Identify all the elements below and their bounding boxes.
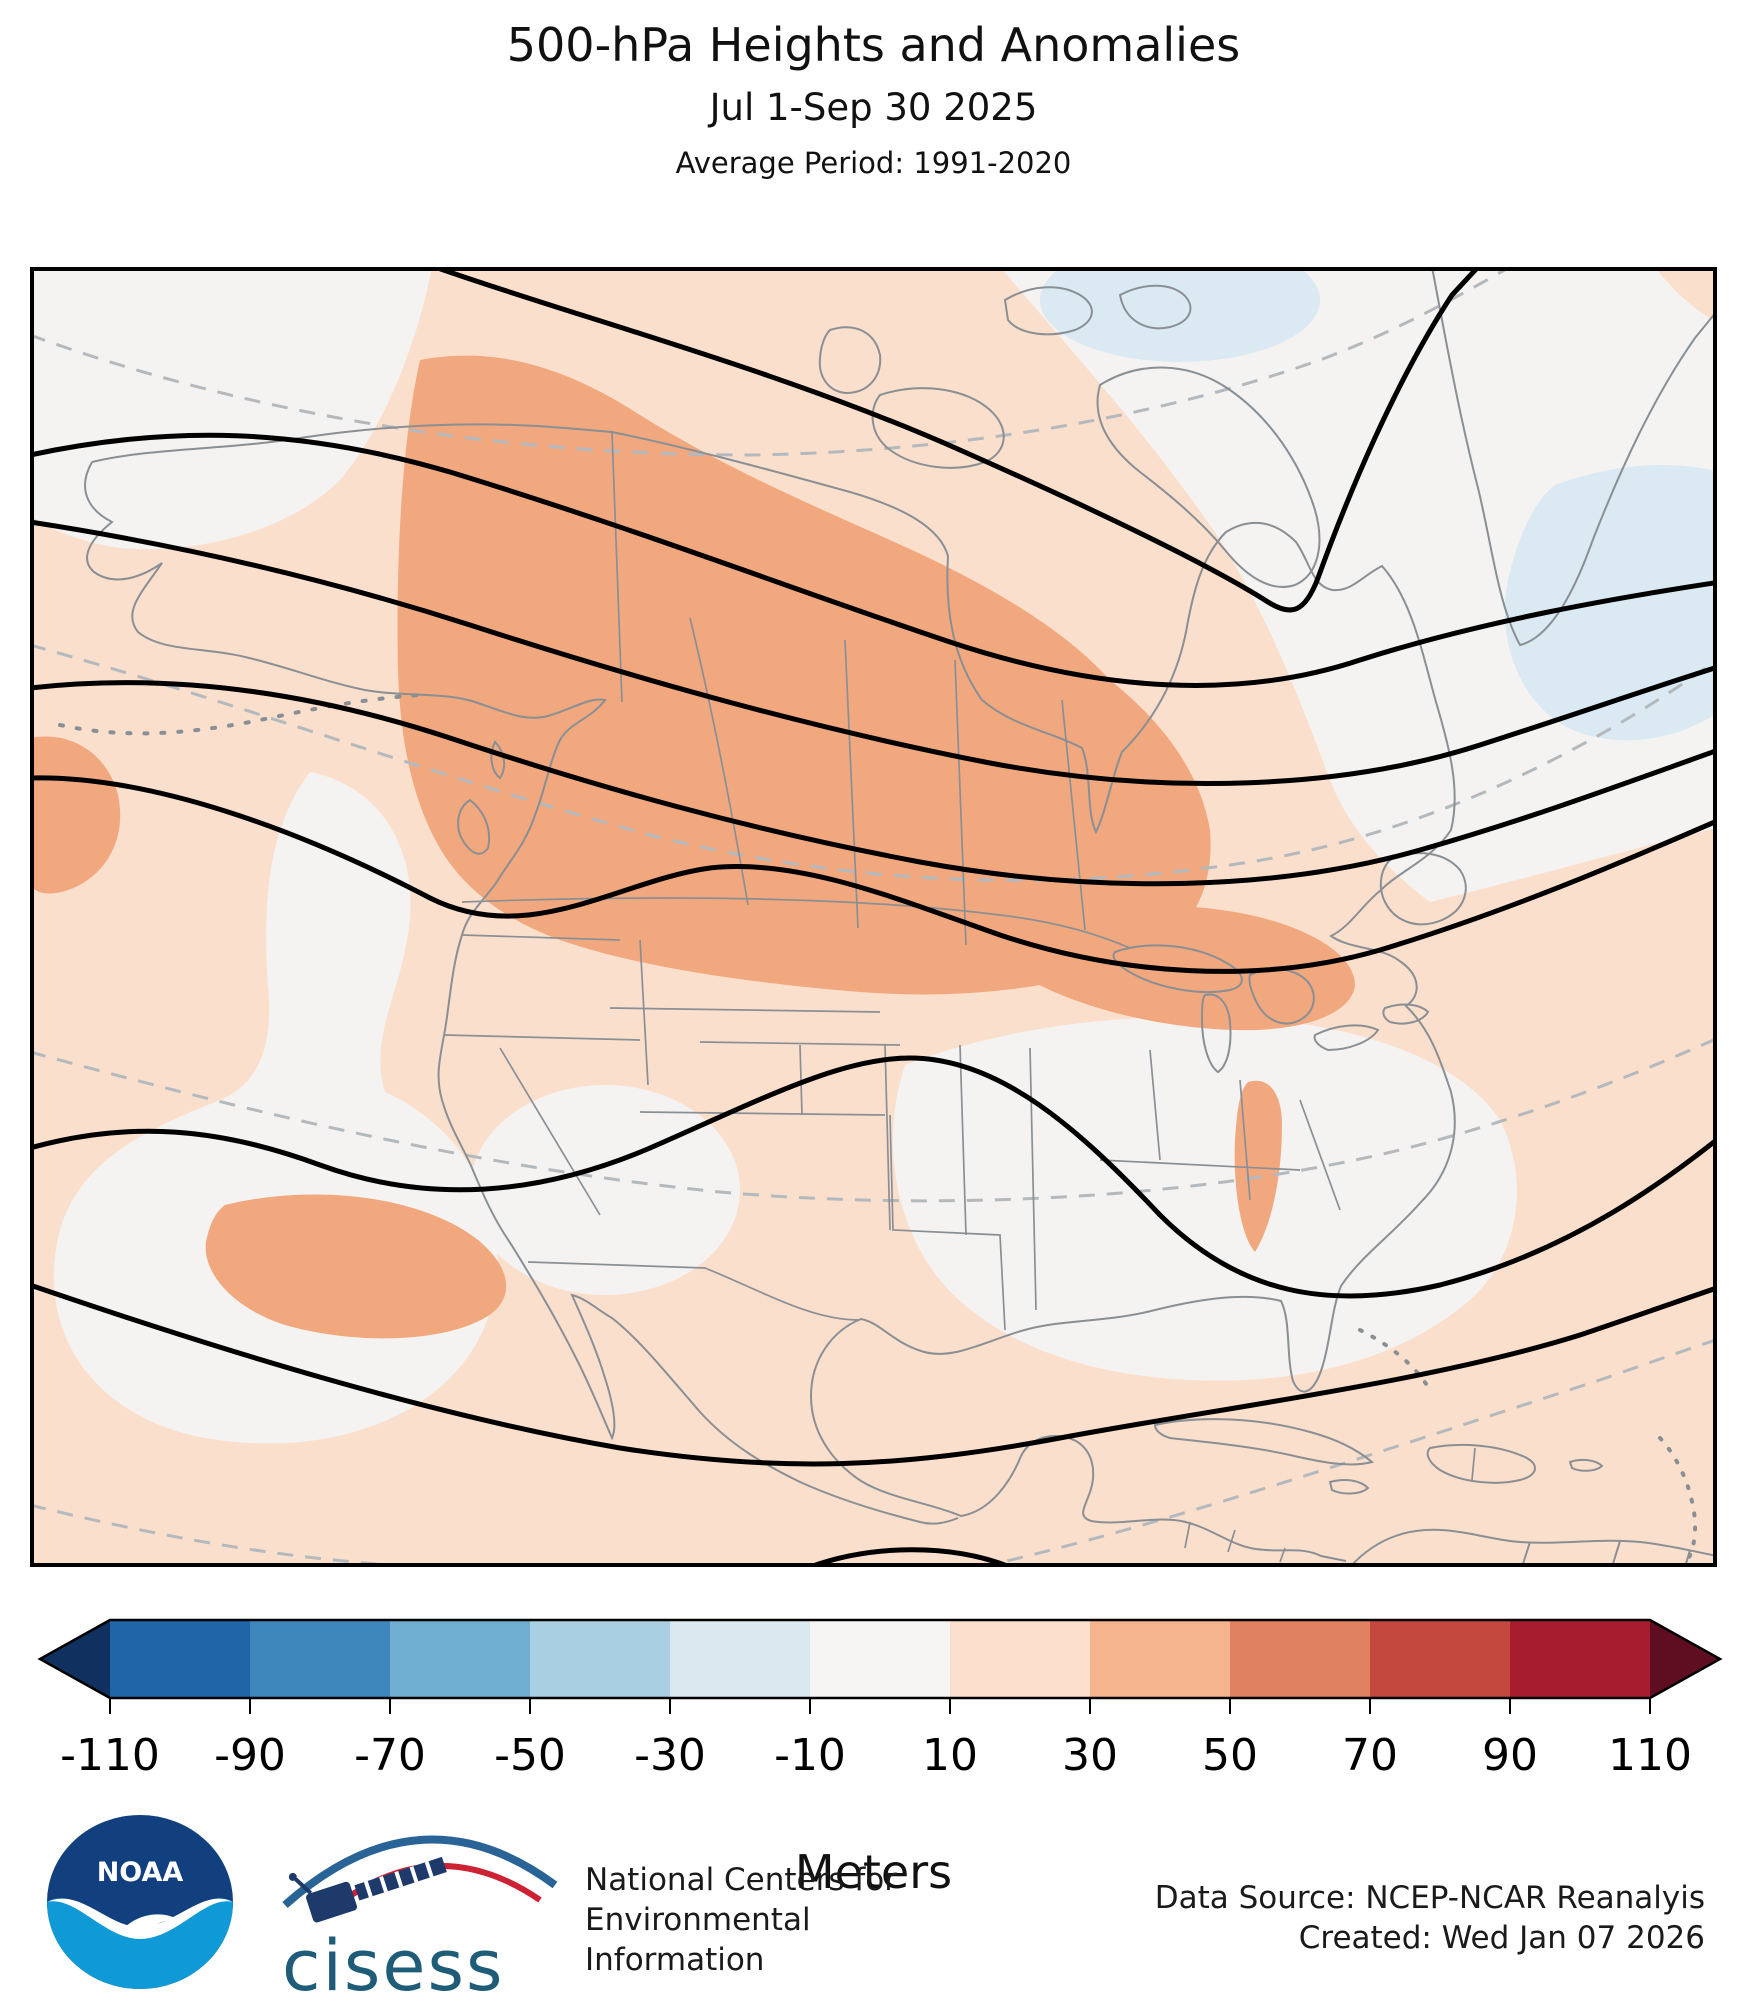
cisess-logo: cisess bbox=[250, 1800, 570, 2000]
colorbar-ticks bbox=[109, 1698, 1651, 1714]
colorbar-tick-label: -30 bbox=[634, 1730, 706, 1781]
cisess-blue-arc-icon bbox=[282, 1835, 558, 1908]
average-period-label: Average Period: 1991-2020 bbox=[675, 146, 1072, 180]
colorbar-tick-label: -90 bbox=[214, 1730, 286, 1781]
colorbar-canvas: -110 -90 -70 -50 -30 -10 10 30 50 70 90 110 bbox=[37, 1618, 1723, 1781]
colorbar-arrow-left bbox=[40, 1620, 110, 1698]
south-america-coast bbox=[1349, 1528, 1717, 1567]
great-lakes bbox=[1112, 944, 1243, 993]
colorbar-tick-label: -70 bbox=[354, 1730, 426, 1781]
colorbar-tick-label: -110 bbox=[60, 1730, 160, 1781]
coastlines bbox=[84, 267, 1717, 1567]
positive-anomaly-regions bbox=[30, 355, 1355, 1339]
colorbar-arrow-right bbox=[1650, 1620, 1720, 1698]
anomaly-map bbox=[30, 267, 1717, 1567]
colorbar-tick-label: 50 bbox=[1202, 1730, 1258, 1781]
map-canvas bbox=[30, 267, 1717, 1567]
map-frame bbox=[30, 267, 1717, 1567]
greenland-coast bbox=[1431, 267, 1717, 647]
colorbar-cell bbox=[670, 1620, 811, 1698]
colorbar-cell bbox=[950, 1620, 1091, 1698]
source-text-block: Data Source: NCEP-NCAR Reanalyis Created… bbox=[1155, 1878, 1705, 1958]
colorbar-tick-label: 90 bbox=[1482, 1730, 1538, 1781]
colorbar-tick-label: 110 bbox=[1608, 1730, 1692, 1781]
colorbar-cell bbox=[1370, 1620, 1511, 1698]
colorbar-cell bbox=[810, 1620, 951, 1698]
ncei-line: Information bbox=[585, 1942, 765, 1978]
ncei-line: Environmental bbox=[585, 1902, 811, 1938]
colorbar-unit-label: Meters bbox=[794, 1845, 953, 1899]
colorbar-cell bbox=[1090, 1620, 1231, 1698]
climatology-contours bbox=[30, 267, 1717, 1567]
cisess-satellite-icon bbox=[288, 1856, 447, 1923]
colorbar-tick-label: 70 bbox=[1342, 1730, 1398, 1781]
colorbar-cell bbox=[110, 1620, 251, 1698]
page-title: 500-hPa Heights and Anomalies bbox=[506, 18, 1241, 72]
date-range-subtitle: Jul 1-Sep 30 2025 bbox=[709, 86, 1038, 129]
colorbar-tick-labels: -110 -90 -70 -50 -30 -10 10 30 50 70 90 110 bbox=[60, 1730, 1692, 1781]
colorbar-cell bbox=[250, 1620, 391, 1698]
colorbar-tick-label: 30 bbox=[1062, 1730, 1118, 1781]
colorbar-cells bbox=[37, 1618, 1723, 1700]
data-source-line: Data Source: NCEP-NCAR Reanalyis bbox=[1154, 1880, 1705, 1916]
cisess-logo-text: cisess bbox=[282, 1925, 504, 2000]
island-chains bbox=[58, 693, 1698, 1567]
height-contours bbox=[30, 267, 1717, 1567]
warm-corner-patch bbox=[1655, 267, 1717, 322]
ncei-text-block: National Centers for Environmental Infor… bbox=[585, 1860, 897, 1980]
west-coast bbox=[84, 461, 959, 1525]
cuba bbox=[1153, 1418, 1375, 1466]
noaa-logo: NOAA bbox=[45, 1815, 235, 1990]
ncei-line: National Centers for bbox=[585, 1862, 897, 1898]
colorbar-cell bbox=[530, 1620, 671, 1698]
colorbar-tick-label: 10 bbox=[922, 1730, 978, 1781]
created-line: Created: Wed Jan 07 2026 bbox=[1298, 1920, 1705, 1956]
footer: NOAA cisess National Centers for Environ… bbox=[0, 1800, 1747, 2000]
mainland-coast bbox=[91, 423, 1456, 1562]
colorbar-cell bbox=[390, 1620, 531, 1698]
neutral-anomaly-regions bbox=[30, 267, 1717, 1444]
colorbar-cell bbox=[1230, 1620, 1371, 1698]
colorbar: -110 -90 -70 -50 -30 -10 10 30 50 70 90 110 bbox=[0, 1590, 1747, 1820]
colorbar-tick-label: -10 bbox=[774, 1730, 846, 1781]
colorbar-tick-label: -50 bbox=[494, 1730, 566, 1781]
negative-anomaly-regions bbox=[1040, 267, 1717, 741]
noaa-logo-text: NOAA bbox=[97, 1857, 184, 1888]
colorbar-cell bbox=[1510, 1620, 1651, 1698]
